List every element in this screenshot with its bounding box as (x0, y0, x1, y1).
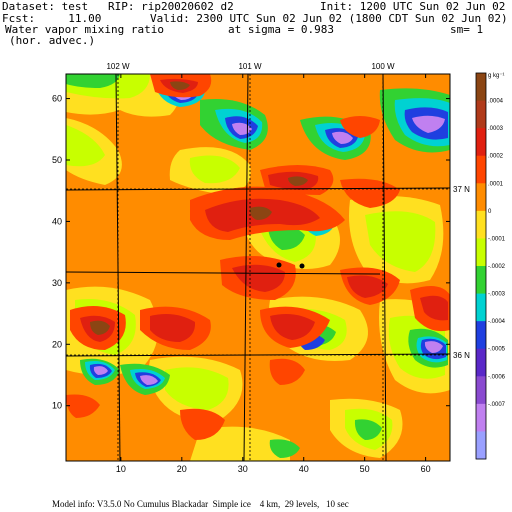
field-name-label: Water vapor mixing ratio (5, 23, 164, 36)
colorbar-swatch (476, 293, 486, 322)
longitude-label: 101 W (238, 62, 262, 71)
y-tick-label: 30 (52, 278, 62, 288)
colorbar-level-label: 0 (488, 209, 492, 215)
y-tick-label: 50 (52, 155, 62, 165)
forecast-label: Fcst: 11.00 (2, 12, 102, 25)
valid-time-label: Valid: 2300 UTC Sun 02 Jun 02 (1800 CDT … (150, 12, 508, 25)
init-time-label: Init: 1200 UTC Sun 02 Jun 02 (320, 0, 506, 13)
colorbar-swatch (476, 431, 486, 460)
colorbar-swatch (476, 155, 486, 184)
colorbar-swatch (476, 238, 486, 267)
colorbar-unit-label: g kg⁻¹ (488, 73, 505, 79)
longitude-label: 100 W (371, 62, 395, 71)
colorbar-swatch (476, 100, 486, 129)
colorbar-swatch (476, 266, 486, 295)
colorbar-level-label: .0004 (488, 99, 504, 105)
colorbar-labels: g kg⁻¹ .0004 .0003 .0002 .0001 0 -.0001 -.0002 -… (488, 73, 506, 408)
longitude-labels: 102 W 101 W 100 W (106, 62, 395, 71)
colorbar-swatch (476, 73, 486, 102)
mixing-ratio-contour-map (66, 74, 450, 461)
colorbar-level-label: -.0007 (488, 402, 506, 408)
colorbar-level-label: -.0002 (488, 264, 506, 270)
y-tick-label: 10 (52, 401, 62, 411)
x-axis: 10 20 30 40 50 60 (116, 74, 431, 474)
colorbar-level-label: .0002 (488, 154, 504, 160)
x-tick-label: 30 (238, 464, 248, 474)
x-tick-label: 20 (177, 464, 187, 474)
colorbar-level-label: -.0005 (488, 347, 506, 353)
lat-lon-gridlines (66, 74, 450, 461)
y-axis: 10 20 30 40 50 60 (52, 94, 450, 411)
colorbar-level-label: -.0003 (488, 292, 506, 298)
colorbar-swatch (476, 348, 486, 377)
latitude-label: 36 N (453, 351, 470, 360)
dark-brown-regions (90, 81, 308, 335)
colorbar-swatch (476, 321, 486, 350)
station-dot (299, 263, 305, 269)
y-tick-label: 40 (52, 216, 62, 226)
station-dot (276, 262, 282, 268)
red-regions (80, 78, 448, 342)
longitude-label: 102 W (106, 62, 130, 71)
colorbar-level-label: -.0001 (488, 236, 506, 242)
dataset-label: Dataset: test RIP: rip20020602 d2 (2, 0, 234, 13)
plot-frame (65, 73, 451, 462)
y-tick-label: 20 (52, 339, 62, 349)
colorbar (475, 72, 487, 460)
model-info-label: Model info: V3.5.0 No Cumulus Blackadar … (52, 499, 349, 509)
x-tick-label: 10 (116, 464, 126, 474)
sigma-level-label: at sigma = 0.983 (228, 23, 334, 36)
colorbar-swatch (476, 183, 486, 212)
colorbar-swatch (476, 210, 486, 239)
colorbar-level-label: .0001 (488, 181, 504, 187)
colorbar-level-label: -.0004 (488, 319, 506, 325)
colorbar-swatch (476, 376, 486, 405)
x-tick-label: 60 (421, 464, 431, 474)
colorbar-level-label: .0003 (488, 126, 504, 132)
colorbar-swatch (476, 128, 486, 157)
latitude-label: 37 N (453, 185, 470, 194)
x-tick-label: 50 (360, 464, 370, 474)
colorbar-level-label: -.0006 (488, 374, 506, 380)
x-tick-label: 40 (299, 464, 309, 474)
field-subtitle-label: (hor. advec.) (9, 34, 96, 47)
latitude-labels: 37 N 36 N (453, 185, 470, 360)
smoothing-label: sm= 1 (450, 23, 484, 36)
y-tick-label: 60 (52, 94, 62, 104)
colorbar-frame (475, 72, 487, 460)
colorbar-swatch (476, 403, 486, 432)
